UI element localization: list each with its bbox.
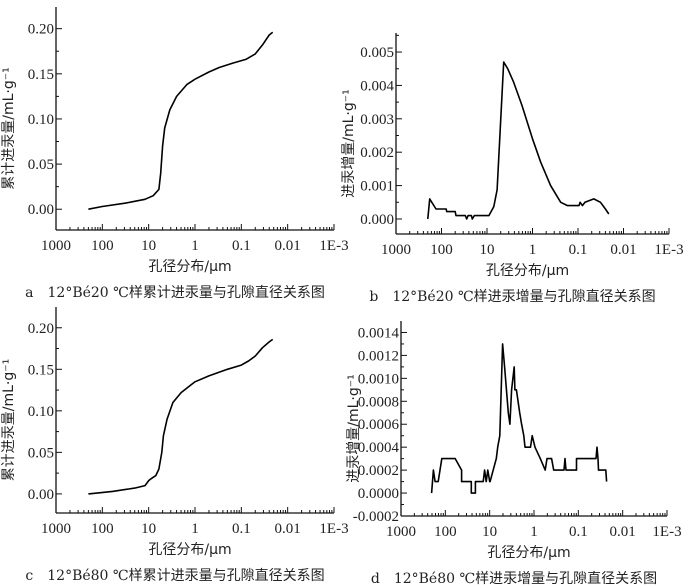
- x-tick-label: 0.1: [569, 524, 588, 540]
- panel-c: 1000 100 10 1 0.1 0.01 1E-3 0.00 0.05 0.10 0.15 0.2…: [1, 307, 349, 584]
- x-axis-title: 孔径分布/μm: [148, 259, 231, 275]
- x-tick-label: 0.01: [275, 521, 301, 537]
- panel-a: 1000 100 10 1 0.1 0.01 1E-3 0.00 0.05 0.10 0.15 0.2…: [1, 7, 349, 301]
- x-tick-label: 1000: [41, 521, 71, 537]
- x-tick-label: 100: [91, 238, 114, 254]
- y-tick-label: 0.10: [28, 404, 54, 420]
- y-tick-label: 0.20: [28, 22, 54, 38]
- y-tick-label: 0.00: [28, 487, 54, 503]
- y-tick-label: 0.0002: [358, 463, 399, 479]
- y-tick-label: 0.005: [360, 45, 394, 61]
- x-tick-label: 1: [191, 521, 199, 537]
- panel-caption: b 12°Bé20 ℃样进汞增量与孔隙直径关系图: [369, 288, 655, 305]
- y-tick-label: 0.004: [360, 78, 394, 94]
- x-tick-label: 1: [529, 242, 537, 258]
- series-line-d: [430, 343, 608, 494]
- y-tick-label: 0.0004: [358, 440, 400, 456]
- y-tick-label: 0.000: [360, 212, 394, 228]
- x-tick-label: 0.1: [232, 238, 251, 254]
- x-tick-label: 1000: [41, 238, 71, 254]
- series-line-b: [427, 61, 610, 220]
- y-tick-label: 0.002: [360, 145, 394, 161]
- y-tick-label: 0.0000: [358, 486, 399, 502]
- panel-caption: a 12°Bé20 ℃样累计进汞量与孔隙直径关系图: [25, 284, 325, 301]
- x-tick-label: 1E-3: [319, 521, 348, 537]
- panel-b: 1000 100 10 1 0.1 0.01 1E-3 0.000 0.001 0.002 0.00…: [341, 33, 684, 305]
- y-axis-title: 累计进汞量/mL·g⁻¹: [1, 359, 17, 482]
- x-tick-label: 0.01: [610, 242, 636, 258]
- x-axis-title: 孔径分布/μm: [487, 545, 570, 561]
- x-tick-label: 1: [191, 238, 199, 254]
- x-tick-label: 1000: [386, 524, 416, 540]
- y-tick-label: 0.0006: [358, 417, 400, 433]
- y-axis-title: 累计进汞量/mL·g⁻¹: [1, 67, 17, 190]
- x-tick-label: 1E-3: [319, 238, 348, 254]
- y-tick-label: 0.001: [360, 179, 394, 195]
- x-tick-label: 1E-3: [654, 242, 683, 258]
- x-tick-label: 0.01: [275, 238, 301, 254]
- series-line-a: [88, 31, 274, 210]
- x-tick-label: 0.1: [232, 521, 251, 537]
- y-tick-label: 0.15: [28, 362, 54, 378]
- panel-caption: d 12°Bé80 ℃样进汞增量与孔隙直径关系图: [371, 570, 657, 587]
- y-tick-label: 0.20: [28, 321, 54, 337]
- y-tick-label: 0.05: [28, 157, 54, 173]
- x-tick-label: 10: [482, 524, 497, 540]
- x-tick-label: 10: [480, 242, 495, 258]
- y-tick-label: 0.0010: [358, 371, 399, 387]
- x-tick-label: 0.01: [610, 524, 636, 540]
- x-tick-label: 100: [430, 242, 453, 258]
- y-axis-title: 进汞增量/mL·g⁻¹: [341, 89, 357, 198]
- x-axis-title: 孔径分布/μm: [148, 542, 231, 558]
- x-tick-label: 100: [434, 524, 457, 540]
- y-tick-label: 0.0008: [358, 394, 399, 410]
- series-line-c: [88, 338, 274, 495]
- y-tick-label: 0.003: [360, 112, 394, 128]
- y-tick-label: 0.10: [28, 112, 54, 128]
- x-tick-label: 1E-3: [652, 524, 681, 540]
- x-axis-title: 孔径分布/μm: [486, 263, 569, 279]
- panel-caption: c 12°Bé80 ℃样累计进汞量与孔隙直径关系图: [25, 567, 324, 584]
- y-tick-label: -0.0002: [353, 509, 399, 525]
- y-tick-label: 0.15: [28, 67, 54, 83]
- y-axis-title: 进汞增量/mL·g⁻¹: [346, 374, 362, 483]
- y-tick-label: 0.0014: [358, 325, 400, 341]
- y-tick-label: 0.05: [28, 445, 54, 461]
- y-tick-label: 0.0012: [358, 348, 399, 364]
- x-tick-label: 100: [91, 521, 114, 537]
- y-tick-label: 0.00: [28, 202, 54, 218]
- panel-d: 1000 100 10 1 0.1 0.01 1E-3 -0.0002 0.0000 0.0002…: [346, 321, 682, 587]
- x-tick-label: 10: [141, 238, 156, 254]
- x-tick-label: 1000: [381, 242, 411, 258]
- x-tick-label: 10: [141, 521, 156, 537]
- x-tick-label: 0.1: [569, 242, 588, 258]
- x-tick-label: 1: [530, 524, 538, 540]
